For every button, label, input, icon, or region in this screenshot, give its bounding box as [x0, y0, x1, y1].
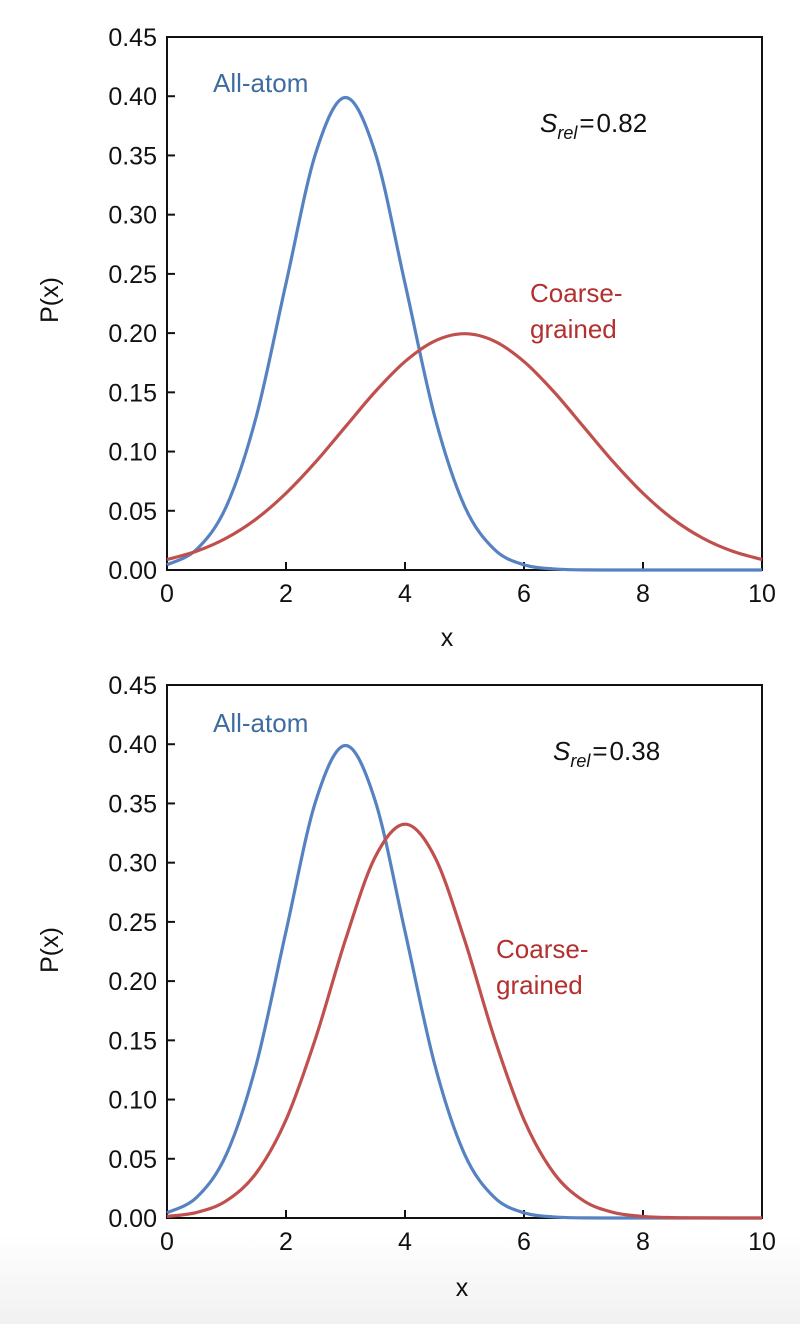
series-label: Coarse-: [496, 934, 588, 964]
y-tick-label: 0.35: [108, 790, 157, 818]
y-tick-label: 0.15: [108, 379, 157, 407]
x-tick-label: 6: [517, 580, 531, 608]
series-line-all-atom: [166, 743, 762, 1220]
srel-annotation: Srel=0.38: [553, 736, 660, 771]
y-tick-label: 0.45: [108, 672, 157, 700]
x-tick-label: 10: [748, 1228, 776, 1256]
y-axis-label: P(x): [36, 277, 64, 323]
x-tick-label: 2: [279, 1228, 293, 1256]
x-axis-label: x: [456, 1274, 469, 1302]
srel-annotation: Srel=0.82: [540, 108, 647, 143]
series-line-coarse-grained: [166, 332, 763, 562]
x-tick-label: 4: [398, 580, 412, 608]
x-tick-label: 0: [160, 580, 174, 608]
y-tick-label: 0.25: [108, 909, 157, 937]
series-line-all-atom: [166, 95, 762, 572]
x-tick-label: 8: [636, 580, 650, 608]
series-label: All-atom: [213, 68, 308, 98]
y-tick-label: 0.10: [108, 439, 157, 467]
x-axis-label: x: [441, 624, 454, 652]
y-tick-label: 0.05: [108, 1146, 157, 1174]
y-tick-label: 0.00: [108, 1205, 157, 1233]
chart-2: 0.00 0.05 0.10 0.15 0.20 0.25 0.30 0.35 0.40 0.45…: [36, 672, 776, 1302]
plot-frame: [166, 36, 763, 571]
series-label: grained: [496, 970, 583, 1000]
series-line-coarse-grained: [166, 822, 762, 1220]
y-tick-label: 0.00: [108, 557, 157, 585]
x-tick-label: 6: [517, 1228, 531, 1256]
y-tick-label: 0.05: [108, 498, 157, 526]
y-tick-label: 0.30: [108, 850, 157, 878]
y-tick-label: 0.10: [108, 1087, 157, 1115]
y-tick-label: 0.40: [108, 83, 157, 111]
y-tick-label: 0.15: [108, 1027, 157, 1055]
series-label: grained: [530, 314, 617, 344]
y-tick-label: 0.45: [108, 24, 157, 52]
plot-frame: [166, 684, 763, 1219]
series-label: Coarse-: [530, 278, 622, 308]
y-tick-label: 0.30: [108, 202, 157, 230]
y-axis-label: P(x): [36, 927, 64, 973]
y-tick-label: 0.40: [108, 731, 157, 759]
y-tick-label: 0.25: [108, 261, 157, 289]
x-tick-label: 4: [398, 1228, 412, 1256]
series-label: All-atom: [213, 708, 308, 738]
x-tick-label: 2: [279, 580, 293, 608]
x-tick-label: 8: [636, 1228, 650, 1256]
chart-1: 0.00 0.05 0.10 0.15 0.20 0.25 0.30 0.35 0.40 0.45…: [36, 24, 776, 652]
y-tick-label: 0.20: [108, 320, 157, 348]
y-tick-label: 0.35: [108, 142, 157, 170]
x-tick-label: 0: [160, 1228, 174, 1256]
x-tick-label: 10: [748, 580, 776, 608]
y-tick-label: 0.20: [108, 968, 157, 996]
